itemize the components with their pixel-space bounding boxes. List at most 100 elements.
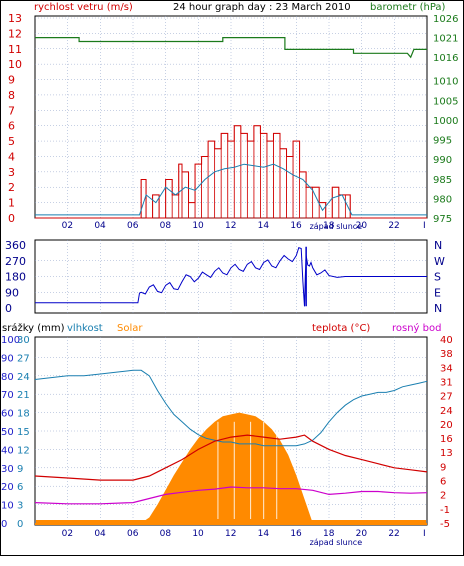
x-tick-label: 04 [94, 221, 106, 231]
x-tick-label: 04 [94, 529, 106, 539]
wind-average-line [35, 163, 427, 216]
x-tick-label: 02 [62, 529, 73, 539]
pressure-tick-label: 980 [433, 194, 452, 205]
humidity-tick-label: 0 [17, 519, 23, 530]
x-tick-label: 02 [62, 221, 73, 231]
temperature-tick-label: 20 [440, 420, 453, 431]
temperature-tick-label: 2 [440, 491, 446, 502]
legend-dewpoint: rosný bod [392, 322, 441, 334]
rain-tick-label: 60 [1, 409, 14, 420]
direction-tick-label: 270 [5, 255, 26, 268]
temperature-tick-label: 40 [440, 335, 453, 346]
temperature-tick-label: 16 [440, 434, 453, 445]
wind-speed-bar [140, 179, 147, 219]
humidity-tick-label: 18 [17, 409, 30, 420]
rain-tick-label: 100 [1, 335, 20, 346]
wind-axis-title: rychlost vetru (m/s) [34, 2, 133, 13]
wind-pressure-panel: 0123456789101112139759809859909951000100… [8, 12, 458, 231]
sunset-label: západ slunce [310, 222, 363, 231]
x-tick-label: 16 [290, 529, 302, 539]
wind-direction-line [35, 246, 427, 307]
pressure-tick-label: 1010 [433, 77, 458, 88]
direction-tick-label: 0 [5, 302, 12, 315]
x-tick-label: I [423, 529, 426, 539]
x-tick-label: 08 [160, 221, 172, 231]
wind-tick-label: 0 [8, 212, 15, 225]
pressure-axis-title: barometr (hPa) [370, 2, 446, 13]
humidity-tick-label: 3 [17, 501, 23, 512]
x-tick-label: 10 [192, 529, 204, 539]
wind-tick-label: 8 [8, 89, 15, 102]
x-tick-label: 06 [127, 221, 139, 231]
pressure-tick-label: 985 [433, 175, 452, 186]
wind-tick-label: 3 [8, 166, 15, 179]
humidity-tick-label: 21 [17, 390, 30, 401]
humidity-tick-label: 6 [17, 482, 23, 493]
wind-tick-label: 9 [8, 74, 15, 87]
wind-tick-label: 11 [8, 43, 22, 56]
temperature-tick-label: 13 [440, 448, 453, 459]
dewpoint-line [34, 486, 428, 505]
rain-tick-label: 10 [1, 501, 14, 512]
x-tick-label: 08 [160, 529, 172, 539]
rain-tick-label: 90 [1, 353, 14, 364]
compass-label: S [434, 271, 441, 284]
x-tick-label: 12 [225, 221, 236, 231]
wind-tick-label: 13 [8, 12, 22, 25]
rain-tick-label: 0 [1, 519, 7, 530]
temperature-tick-label: 6 [440, 477, 446, 488]
wind-tick-label: 12 [8, 27, 22, 40]
wind-speed-bar [152, 194, 160, 219]
pressure-tick-label: 1005 [433, 96, 458, 107]
x-tick-label: 18 [323, 221, 335, 231]
compass-label: E [434, 286, 441, 299]
x-tick-label: 16 [290, 221, 302, 231]
legend-solar: Solar [117, 323, 143, 334]
compass-label: W [434, 255, 445, 268]
x-tick-label: I [423, 221, 426, 231]
pressure-tick-label: 1000 [433, 116, 458, 127]
direction-tick-label: 90 [5, 286, 19, 299]
x-tick-label: 22 [388, 529, 399, 539]
x-tick-label: 20 [356, 221, 368, 231]
wind-tick-label: 10 [8, 58, 22, 71]
temperature-tick-label: -5 [440, 519, 450, 530]
temperature-tick-label: 38 [440, 349, 453, 360]
rain-baseline [36, 520, 426, 524]
pressure-tick-label: 1016 [433, 53, 458, 64]
humidity-tick-label: 30 [17, 335, 30, 346]
temperature-tick-label: -1 [440, 505, 450, 516]
humidity-tick-label: 9 [17, 464, 23, 475]
x-tick-label: 12 [225, 529, 236, 539]
rain-tick-label: 20 [1, 482, 14, 493]
legend-temperature: teplota (°C) [312, 323, 370, 334]
rain-tick-label: 80 [1, 372, 14, 383]
wind-tick-label: 4 [8, 150, 15, 163]
legend: srážky (mm) vlhkost Solar teplota (°C) r… [2, 322, 441, 334]
pressure-tick-label: 975 [433, 214, 452, 225]
humidity-tick-label: 15 [17, 427, 30, 438]
direction-tick-label: 180 [5, 271, 26, 284]
legend-humidity: vlhkost [67, 323, 103, 334]
x-tick-label: 14 [258, 221, 270, 231]
rain-tick-label: 70 [1, 390, 14, 401]
chart-title: 24 hour graph day : 23 March 2010 [173, 2, 351, 13]
compass-label: N [434, 302, 442, 315]
humidity-tick-label: 12 [17, 445, 30, 456]
wind-tick-label: 5 [8, 135, 15, 148]
pressure-tick-label: 1026 [433, 14, 458, 25]
temperature-tick-label: 31 [440, 377, 453, 388]
x-tick-label: 22 [388, 221, 399, 231]
temperature-tick-label: 27 [440, 392, 453, 403]
x-tick-label: 06 [127, 529, 139, 539]
humidity-line [34, 369, 428, 447]
solar-area [35, 412, 427, 525]
temperature-line [34, 434, 428, 481]
wind-speed-bar [318, 202, 327, 219]
rain-tick-label: 40 [1, 445, 14, 456]
wind-tick-label: 2 [8, 181, 15, 194]
